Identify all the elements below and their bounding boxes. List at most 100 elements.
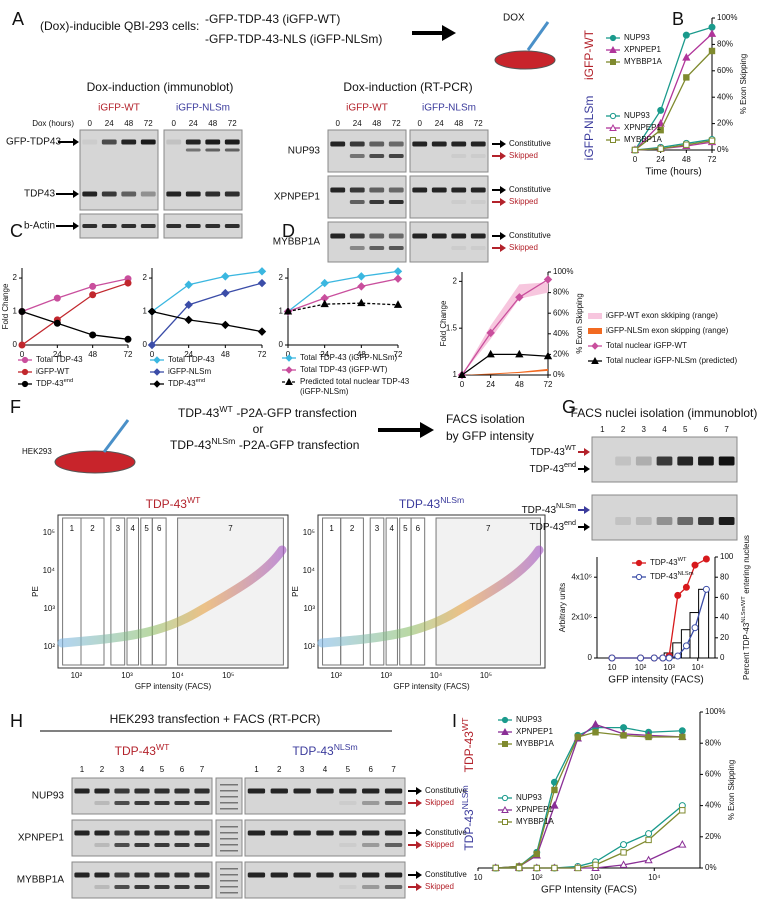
lane-label: 72 [392, 119, 401, 128]
ladder-band [220, 880, 238, 882]
lane-label: 7 [724, 425, 729, 434]
marker [393, 300, 403, 308]
y-tick-label: 10² [303, 642, 315, 651]
arrow-head [420, 422, 434, 438]
text-part: iGFP-WT exon skkiping (range) [606, 311, 718, 320]
gel-band [316, 830, 334, 836]
text-part: end [196, 378, 206, 384]
legend-marker [285, 366, 293, 374]
gel-band [330, 141, 346, 147]
legend-marker [635, 573, 643, 581]
lane-label: 72 [474, 119, 483, 128]
x-tick-label: 24 [184, 350, 193, 359]
gel-band [185, 139, 201, 145]
marker [486, 328, 495, 338]
gel-band [412, 187, 428, 193]
x-tick-label: 48 [515, 380, 524, 389]
series-line [21, 310, 129, 340]
y-tick-label: 1 [13, 307, 18, 316]
legend-marker [285, 354, 293, 362]
group-label: iGFP-WT [346, 103, 388, 114]
y2-axis-label: Percent TDP-43NLSm/WT entering nucleus [741, 535, 752, 680]
group-label: iGFP-NLSm [582, 96, 596, 161]
lane-label: 24 [105, 119, 114, 128]
x-tick-label: 10⁴ [648, 873, 661, 882]
gel-band [431, 187, 447, 193]
gate [151, 517, 167, 666]
x-tick-label: 10⁴ [430, 671, 443, 680]
gel-band [154, 788, 170, 794]
gate [369, 517, 385, 666]
ladder-band [220, 868, 238, 870]
gel-band [656, 456, 673, 466]
y2-axis-label: % Exon Skipping [739, 54, 748, 114]
marker [683, 74, 690, 81]
text-part: NUP93 [516, 715, 542, 724]
gel-band [134, 801, 150, 805]
lane-label: 24 [189, 119, 198, 128]
arrow-head [500, 186, 506, 194]
gel-band [384, 885, 403, 889]
gel-band [339, 830, 357, 836]
band-label: Constitutive [425, 870, 467, 879]
text-part: TDP-43 [530, 464, 565, 475]
marker [543, 275, 553, 284]
text-part: entering nucleus [742, 535, 751, 594]
x-axis-label: Time (hours) [645, 167, 701, 178]
marker [89, 331, 97, 339]
legend-label: iGFP-NLSm exon skipping (range) [606, 326, 729, 335]
gel-band [349, 200, 365, 204]
text-part: Total TDP-43 [36, 355, 83, 364]
gel-band [174, 843, 190, 847]
text-part: NLSm [556, 501, 576, 510]
gel [327, 221, 407, 263]
gel-band [349, 187, 365, 193]
y2-tick-label: 20% [717, 119, 733, 128]
marker [708, 137, 716, 144]
gel-band [362, 830, 380, 836]
text-part: WT [678, 557, 687, 563]
gel-band [185, 148, 201, 152]
marker [515, 293, 524, 302]
gel-band [451, 187, 467, 193]
marker [631, 146, 639, 154]
gel-band [293, 830, 311, 836]
text-part: iGFP-NLSm [168, 367, 211, 376]
text-part: TDP-43 [650, 572, 678, 581]
legend-label: Total TDP-43 [36, 355, 83, 364]
gate [80, 517, 105, 666]
x-tick-label: 48 [88, 350, 97, 359]
y2-tick-label: 80 [720, 572, 729, 581]
y-tick-label: 0 [13, 340, 18, 349]
gel-band [94, 801, 110, 805]
legend-label: MYBBP1A [516, 739, 554, 748]
legend-label: Predicted total nuclear TDP-43 [300, 377, 410, 386]
plot-title: TDP-43WT [146, 495, 201, 511]
legend-label: XPNPEP1 [516, 805, 553, 814]
marker [515, 864, 523, 872]
gel-band [121, 191, 137, 197]
lane-label: 5 [160, 765, 165, 774]
gel-band [247, 788, 266, 794]
x-axis-label: GFP Intensity (FACS) [541, 885, 637, 896]
x-tick-label: 10³ [590, 873, 602, 882]
gel-band [349, 141, 365, 147]
time-header: Dox (hours) [32, 119, 74, 128]
gel-band [74, 830, 90, 836]
marker [147, 307, 157, 316]
gel-band [718, 517, 735, 525]
gel-band [388, 200, 404, 204]
text-part: TDP-43 [530, 447, 565, 458]
y2-tick-label: 40 [720, 613, 729, 622]
gel-band [270, 830, 288, 836]
text-part: WT [187, 495, 201, 505]
text-part: TDP-43 [650, 558, 678, 567]
legend-label: MYBBP1A [624, 57, 662, 66]
gel-band [82, 191, 98, 197]
legend-label: TDP-43NLSm [650, 571, 694, 582]
marker [89, 282, 97, 290]
gel-band [185, 191, 201, 197]
gel-band [205, 148, 221, 152]
gel-title: Dox-induction (RT-PCR) [343, 80, 472, 94]
gel-band [698, 517, 714, 525]
